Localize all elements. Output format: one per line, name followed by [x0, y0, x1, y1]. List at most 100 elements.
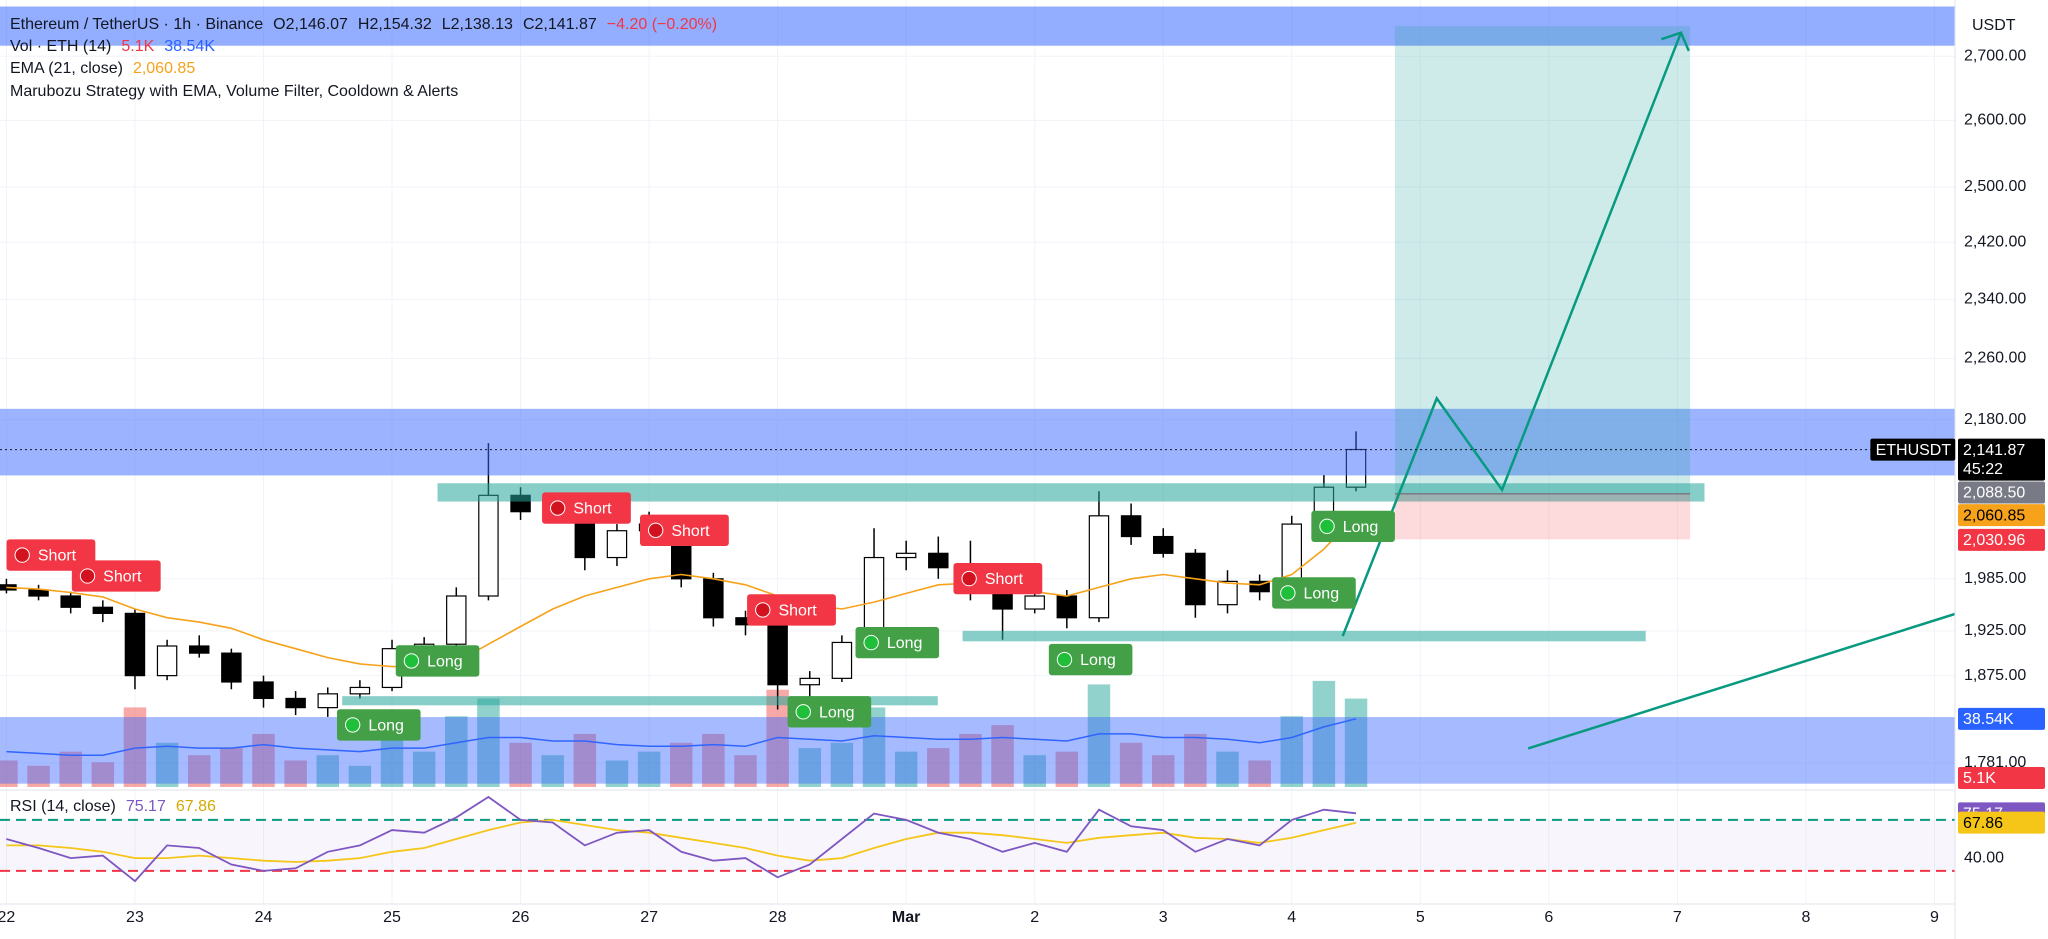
volume-tag-bg	[1958, 766, 2045, 789]
signal-box	[640, 514, 729, 546]
candle-body	[1152, 535, 1174, 554]
volume-bar	[669, 742, 693, 787]
signal-text: Short	[103, 569, 142, 586]
zone-teal	[342, 696, 938, 706]
signal-label: Short	[71, 560, 161, 592]
ema-line	[6, 514, 1357, 668]
legend-item: O2,146.07	[273, 16, 348, 33]
volume-bar	[1216, 751, 1239, 787]
signal-dot	[344, 717, 361, 733]
signal-label: Long	[336, 709, 421, 741]
candle-body	[188, 645, 210, 654]
x-tick-label: 24	[255, 909, 273, 926]
signal-label: Long	[787, 696, 872, 728]
symbol-tag: ETHUSDT	[1876, 442, 1952, 459]
signal-dot	[14, 547, 30, 563]
y-tick-label: 2,180.00	[1964, 411, 2026, 428]
signal-text: Short	[38, 548, 77, 565]
y-tick-label: 2,340.00	[1964, 291, 2026, 308]
zone-teal	[437, 483, 1705, 502]
legend-item: EMA (21, close)	[10, 60, 123, 77]
signal-dot	[79, 568, 96, 584]
volume-bar	[412, 751, 436, 787]
x-tick-label: 26	[512, 909, 530, 926]
signal-box	[336, 709, 421, 741]
countdown: 45:22	[1963, 461, 2003, 478]
y-tick-label: 2,700.00	[1964, 48, 2026, 65]
signal-box	[71, 560, 161, 592]
volume-bar	[380, 725, 404, 787]
candle-body	[767, 624, 788, 686]
volume-bar	[123, 707, 147, 787]
signal-label: Long	[1311, 510, 1395, 543]
volume-bar	[573, 733, 597, 787]
y-tick-label: 2,500.00	[1964, 178, 2026, 195]
signal-dot	[795, 704, 811, 720]
signal-dot	[755, 602, 771, 618]
x-tick-label: 28	[769, 909, 787, 926]
signal-box	[395, 645, 480, 677]
x-tick-label: 6	[1544, 909, 1553, 926]
volume-ma-line	[6, 718, 1357, 756]
candle-body	[606, 530, 628, 559]
volume-bar	[477, 698, 500, 787]
legend-line: RSI (14, close) 75.17 67.86	[10, 798, 216, 815]
legend-item: Marubozu Strategy with EMA, Volume Filte…	[10, 83, 458, 100]
volume-bar	[1023, 755, 1046, 787]
candle-body	[895, 552, 917, 559]
position-stop	[1394, 493, 1691, 540]
trend-line	[1527, 612, 1956, 750]
y-tick-label: 1,781.00	[1964, 754, 2026, 771]
volume-bar	[316, 755, 340, 787]
signal-label: Long	[855, 626, 940, 659]
volume-bar	[1055, 751, 1079, 787]
symbol-tag-bg	[1870, 438, 1956, 461]
zone-volume	[0, 717, 1955, 784]
rsi-band	[0, 819, 1955, 871]
volume-bar	[509, 742, 532, 787]
signal-box	[542, 492, 631, 524]
candle-body	[703, 578, 724, 619]
signal-dot	[647, 522, 664, 538]
y-tick-label: 2,260.00	[1964, 350, 2026, 367]
candle-body	[28, 589, 49, 597]
legend-item: 2,060.85	[133, 60, 195, 77]
signal-text: Long	[368, 717, 404, 734]
rsi-tick-label: 40.00	[1964, 849, 2004, 866]
candle-body	[831, 641, 853, 679]
x-tick-label: 4	[1287, 909, 1296, 926]
zone-mid	[0, 408, 1955, 476]
signal-text: Short	[778, 602, 817, 619]
rsi-ma-tag: 67.86	[1963, 815, 2003, 832]
x-tick-label: 27	[640, 909, 658, 926]
candle-body	[285, 697, 306, 709]
signal-box	[787, 696, 872, 728]
signal-text: Long	[427, 653, 463, 670]
signal-dot	[403, 653, 420, 669]
signal-box	[953, 562, 1043, 595]
candle-body	[446, 595, 467, 645]
volume-bar	[187, 755, 211, 787]
y-tick-label: 1,925.00	[1964, 622, 2026, 639]
signal-label: Short	[747, 594, 836, 626]
signal-dot	[863, 634, 879, 651]
candle-body	[1088, 515, 1110, 619]
volume-bar	[1087, 684, 1111, 787]
candle-body	[1217, 580, 1238, 606]
signal-text: Long	[1343, 519, 1379, 536]
rsi-ma-tag-bg	[1958, 811, 2045, 834]
volume-bar	[91, 762, 115, 787]
candle-body	[799, 677, 821, 686]
volume-bar	[766, 689, 789, 787]
candle-body	[928, 552, 949, 569]
legend-line: Vol · ETH (14) 5.1K 38.54K	[10, 38, 215, 55]
volume-bar	[798, 748, 822, 787]
x-tick-label: 2	[1030, 909, 1039, 926]
volume-bar	[1184, 733, 1207, 787]
volume-bar	[445, 716, 468, 787]
ema-tag-bg	[1958, 504, 2045, 527]
volume-bar	[59, 751, 82, 787]
candle-body	[1024, 595, 1045, 610]
last-price-tag: 2,141.87	[1963, 442, 2025, 459]
